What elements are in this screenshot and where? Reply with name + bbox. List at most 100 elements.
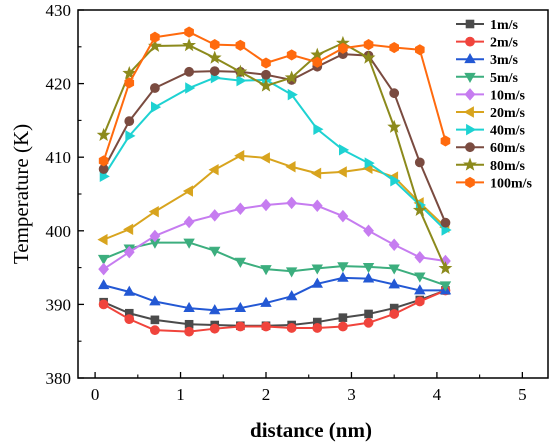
data-point-80ms [233,64,248,78]
y-tick-label: 380 [46,369,72,388]
data-point-5ms [260,265,272,276]
data-point-3ms [285,290,298,301]
data-point-60ms [150,83,160,93]
data-point-5ms [414,272,426,283]
x-tick-label: 4 [433,385,442,404]
data-point-40ms [390,175,401,187]
data-point-3ms [97,279,110,290]
data-point-20ms [234,150,245,162]
data-point-100ms [415,44,425,56]
data-point-100ms [312,56,323,68]
data-point-80ms [284,70,299,84]
legend-label: 60m/s [490,141,526,156]
data-point-60ms [184,66,194,77]
data-point-40ms [125,130,136,142]
legend-label: 3m/s [490,53,519,68]
data-point-2ms [286,323,297,333]
data-point-40ms [287,88,298,101]
data-point-10ms [234,202,246,215]
data-point-20ms [182,185,193,197]
data-point-80ms [259,78,273,92]
data-point-10ms [388,238,400,252]
x-tick-label: 2 [262,385,271,404]
data-point-40ms [151,101,162,113]
legend-label: 10m/s [490,88,526,103]
data-point-20ms [336,166,347,178]
legend-swatch-marker [463,157,477,171]
legend-label: 5m/s [490,71,519,86]
data-point-10ms [414,251,426,264]
data-point-3ms [149,295,161,306]
data-point-3ms [388,278,400,289]
data-point-80ms [122,66,137,80]
data-point-2ms [338,321,348,332]
x-tick-label: 3 [347,385,356,404]
data-point-3ms [311,277,323,288]
data-point-5ms [311,264,323,275]
axes-layer: 0 1 2 3 4 5 380 390 400 410 420 430 [46,1,549,404]
data-point-60ms [124,116,135,127]
series-line-10ms [103,201,446,270]
y-tick-label: 420 [46,75,72,94]
data-point-20ms [259,152,270,164]
data-point-100ms [440,135,451,147]
legend-label: 2m/s [490,36,519,51]
data-point-2ms [150,325,160,336]
series-line-40ms [102,76,447,231]
data-point-40ms [236,74,247,87]
series-1ms [99,286,450,331]
x-tick-label: 0 [91,385,100,404]
series-line-20ms [103,154,447,241]
data-point-40ms [339,144,350,156]
legend-item-10ms: 10m/s [456,88,526,103]
data-point-40ms [313,123,324,135]
data-point-60ms [414,157,425,168]
legend-label: 1m/s [490,18,519,33]
data-point-2ms [363,317,374,328]
data-point-40ms [185,82,196,94]
legend-item-100ms: 100m/s [456,176,533,191]
data-point-100ms [363,39,374,51]
data-point-5ms [285,267,298,278]
series-10ms [98,196,451,276]
data-point-60ms [389,88,400,99]
data-point-80ms [438,261,453,275]
series-20ms [97,150,450,246]
data-point-1ms [338,313,348,322]
data-point-60ms [209,66,220,76]
data-point-80ms [96,127,111,141]
data-point-100ms [124,77,135,89]
series-100ms [98,26,451,167]
data-point-10ms [149,229,161,243]
legend-swatch-marker [465,176,475,188]
legend-label: 100m/s [490,176,533,191]
data-point-100ms [235,39,246,51]
data-point-80ms [387,119,402,133]
data-point-20ms [148,205,159,218]
data-point-5ms [388,264,400,275]
legend-item-1ms: 1m/s [456,18,519,33]
data-point-80ms [412,202,427,217]
legend-swatch-marker [466,123,477,136]
y-tick-label: 410 [46,148,72,167]
data-point-2ms [261,321,271,332]
legend-item-5ms: 5m/s [456,71,519,86]
legend: 1m/s 2m/s 3m/s 5m/s 10m/s 20m/s 40m/s 60m/s 80m/… [456,18,533,191]
data-point-5ms [209,246,221,257]
series-layer [96,26,453,337]
legend-swatch-marker [465,19,475,29]
data-point-3ms [183,301,195,312]
x-tick-label: 1 [176,385,185,404]
data-point-80ms [182,38,196,52]
data-point-80ms [207,50,222,64]
data-point-40ms [364,157,375,169]
series-line-60ms [102,53,447,224]
data-point-10ms [209,209,221,222]
data-point-100ms [150,31,160,43]
series-2ms [98,285,451,337]
data-point-100ms [338,42,348,54]
data-point-10ms [123,245,135,259]
legend-label: 40m/s [490,124,526,139]
data-point-2ms [124,314,135,325]
data-point-60ms [440,217,451,228]
